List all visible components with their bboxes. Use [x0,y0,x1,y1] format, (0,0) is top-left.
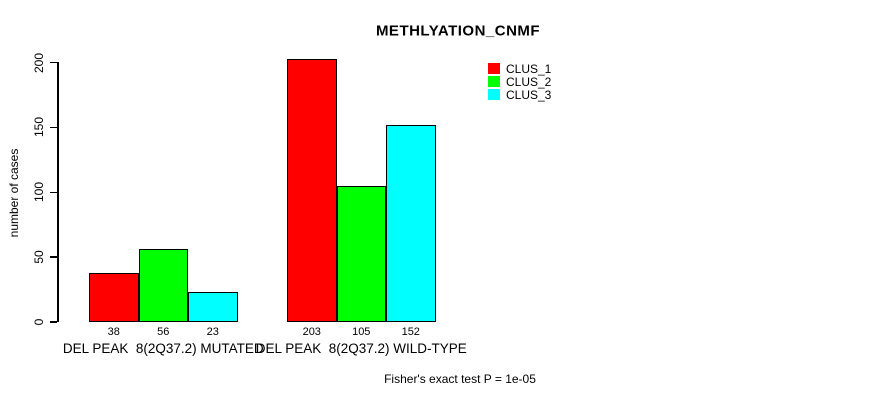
legend-label-clus-2: CLUS_2 [506,74,552,89]
legend-swatch-clus-3-icon [488,89,500,100]
bar-value-label: 38 [107,326,120,338]
x-axis-group-label: DEL PEAK 8(2Q37.2) WILD-TYPE [255,341,467,356]
y-axis-tick-label: 50 [32,250,46,264]
y-axis-tick-label: 150 [32,117,46,138]
legend-swatch-clus-2-icon [488,76,500,87]
bar-value-label: 152 [401,326,420,338]
bar-clus_1-group2 [287,58,337,322]
bar-clus_3-group2 [386,124,436,322]
y-axis-tick [50,256,57,258]
bar-value-label: 56 [157,326,170,338]
annotation-fishers-test: Fisher's exact test P = 1e-05 [384,372,536,386]
y-axis-tick-label: 0 [32,318,46,326]
bar-clus_2-group2 [336,185,386,322]
legend-label-clus-1: CLUS_1 [506,61,552,76]
bar-value-label: 105 [352,326,371,338]
bar-value-label: 203 [302,326,321,338]
legend-swatch-clus-1-icon [488,63,500,74]
bar-clus_2-group1 [138,249,188,322]
bar-clus_3-group1 [188,292,238,322]
y-axis-tick-label: 200 [32,52,46,73]
y-axis-line [57,62,59,322]
legend: CLUS_1 CLUS_2 CLUS_3 [488,61,552,102]
y-axis-tick-label: 100 [32,182,46,203]
legend-item-clus-2: CLUS_2 [488,74,552,89]
y-axis-tick [50,126,57,129]
chart-title: METHLYATION_CNMF [375,22,541,40]
legend-item-clus-1: CLUS_1 [488,61,552,76]
legend-label-clus-3: CLUS_3 [506,87,552,102]
y-axis-tick [50,61,57,64]
legend-item-clus-3: CLUS_3 [488,87,552,102]
x-axis-group-label: DEL PEAK 8(2Q37.2) MUTATED [62,341,264,356]
y-axis-label: number of cases [7,148,21,238]
bar-clus_1-group1 [89,272,139,322]
y-axis-tick [50,321,57,323]
y-axis-tick [50,191,57,193]
bar-value-label: 23 [206,326,219,338]
